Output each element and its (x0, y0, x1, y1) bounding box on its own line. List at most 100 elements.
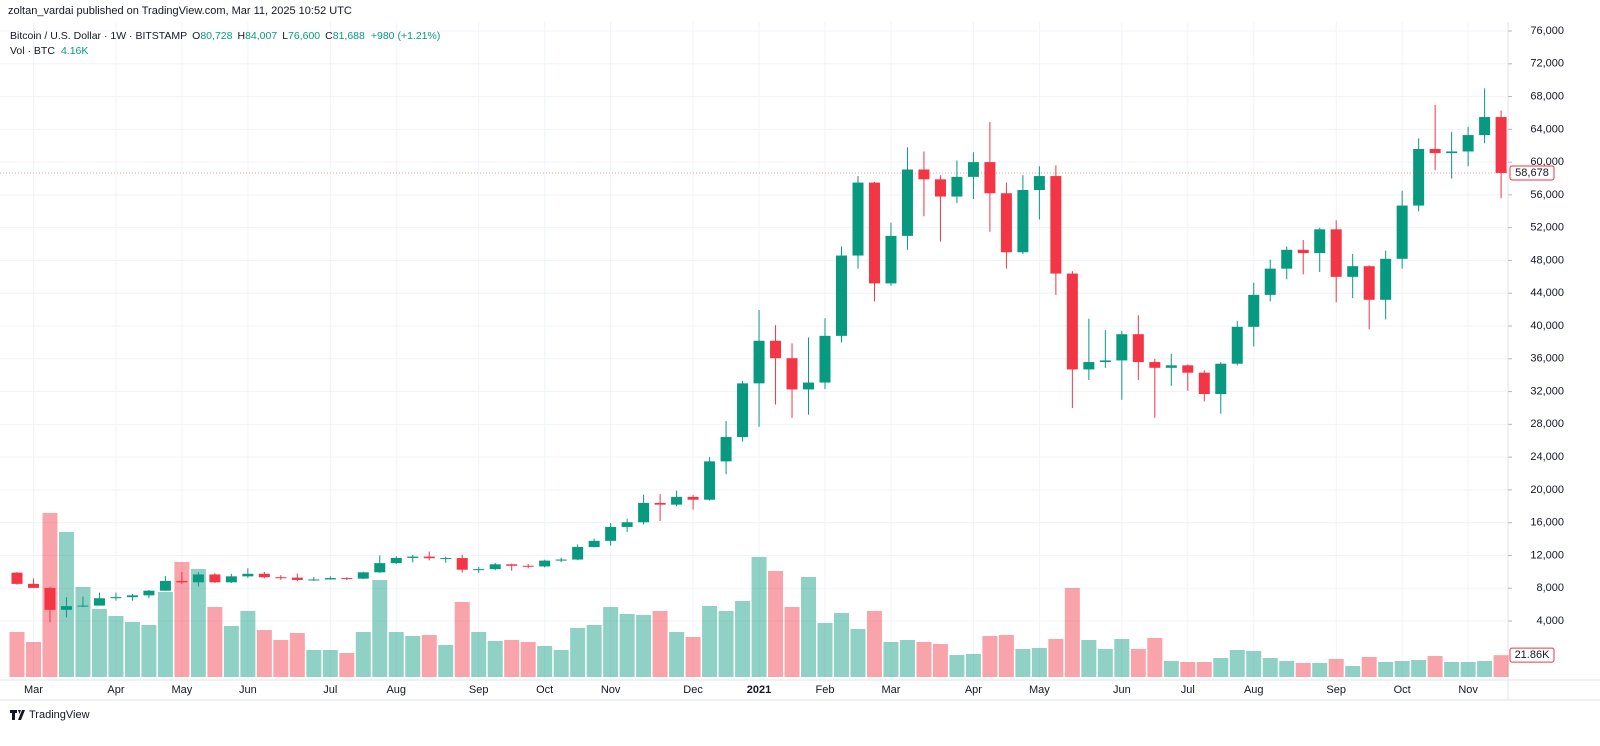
candle-body (737, 383, 749, 438)
volume-bar (1493, 655, 1509, 677)
volume-bar (850, 629, 866, 677)
volume-bar (273, 640, 289, 677)
ohlc-key: C (325, 30, 333, 42)
volume-bar (1163, 661, 1179, 677)
candle-body (176, 580, 188, 583)
candle-body (1083, 362, 1095, 370)
volume-bar (405, 636, 421, 677)
volume-bar (982, 636, 998, 677)
volume-bar (998, 635, 1014, 677)
candle-body (1495, 117, 1507, 173)
candle-body (407, 556, 419, 558)
y-tick-label: 16,000 (1530, 517, 1564, 529)
candle-body (605, 526, 617, 541)
candle-body (868, 182, 880, 284)
volume-bar (932, 644, 948, 677)
volume-bar (190, 569, 206, 677)
x-tick-label: Aug (1244, 684, 1264, 696)
volume-bar (256, 630, 272, 677)
volume-bar (108, 616, 124, 677)
volume-bar (141, 625, 157, 677)
candle-body (720, 437, 732, 462)
candle-body (126, 595, 138, 598)
candle-body (1347, 266, 1359, 277)
candle-body (77, 605, 89, 607)
x-tick-label: Feb (816, 684, 835, 696)
y-tick-label: 72,000 (1530, 58, 1564, 70)
volume-bar (834, 613, 849, 677)
volume-bar (1378, 662, 1394, 677)
candle-body (291, 577, 303, 580)
volume-bar (685, 637, 701, 677)
ohlc-key: L (282, 30, 289, 42)
volume-bar (438, 645, 454, 677)
y-tick-label: 64,000 (1530, 123, 1564, 135)
candle-body (539, 560, 551, 567)
volume-bar (702, 606, 718, 677)
candle-body (1033, 176, 1045, 190)
volume-bar (1427, 656, 1443, 677)
candle-body (588, 540, 600, 548)
candle-body (1215, 363, 1227, 395)
x-tick-label: Mar (881, 684, 900, 696)
candle-body (951, 176, 963, 197)
y-tick-label: 8,000 (1536, 582, 1564, 594)
volume-bar (899, 640, 915, 677)
last-volume-label: 21.86K (1515, 649, 1551, 661)
volume-bar (817, 623, 833, 677)
candle-body (967, 162, 979, 177)
candle-body (11, 572, 23, 584)
candle-body (1330, 229, 1342, 277)
candle-body (275, 577, 287, 579)
volume-bar (471, 632, 487, 677)
candle-body (44, 587, 56, 610)
volume-bar (669, 632, 685, 677)
candle-body (1099, 360, 1111, 363)
candle-body (885, 235, 897, 284)
symbol: Bitcoin / U.S. Dollar · 1W · BITSTAMP (10, 30, 188, 42)
volume-value: 4.16K (60, 45, 89, 57)
candle-body (225, 576, 237, 583)
volume-bar (1213, 658, 1229, 677)
candle-body (1264, 268, 1276, 295)
y-tick-label: 24,000 (1530, 451, 1564, 463)
volume-bar (1130, 649, 1146, 677)
candle-body (836, 255, 847, 336)
y-tick-label: 60,000 (1530, 156, 1564, 168)
volume-bar (289, 633, 305, 677)
y-tick-label: 28,000 (1530, 418, 1564, 430)
volume-bar (619, 614, 635, 677)
candle-body (621, 522, 633, 527)
x-tick-label: Jun (239, 684, 257, 696)
volume-bar (339, 653, 355, 677)
ohlc-key: H (237, 30, 246, 42)
candle-body (192, 574, 204, 583)
ohlc-value: 76,600 (288, 30, 321, 42)
volume-bar (1345, 666, 1361, 677)
volume-bar (735, 601, 751, 677)
candle-body (390, 557, 402, 564)
volume-bar (916, 642, 932, 677)
volume-bar (883, 642, 899, 677)
volume-bar (603, 607, 619, 677)
volume-bar (124, 622, 140, 677)
candle-body (1413, 149, 1425, 206)
x-tick-label: Apr (965, 684, 982, 696)
candle-body (258, 573, 270, 578)
volume-bar (9, 632, 25, 677)
y-tick-label: 76,000 (1530, 25, 1564, 37)
volume-bar (1361, 657, 1377, 677)
y-tick-label: 48,000 (1530, 254, 1564, 266)
volume-bar (1411, 660, 1427, 677)
y-tick-label: 20,000 (1530, 484, 1564, 496)
candle-body (1198, 372, 1210, 395)
y-tick-label: 52,000 (1530, 222, 1564, 234)
volume-layer (9, 513, 1509, 677)
candle-body (1231, 326, 1243, 364)
candle-body (572, 547, 584, 560)
candle-body (1314, 229, 1326, 254)
candle-body (60, 606, 72, 610)
volume-bar (504, 640, 520, 677)
candle-body (1429, 149, 1441, 154)
candle-body (1050, 176, 1062, 274)
